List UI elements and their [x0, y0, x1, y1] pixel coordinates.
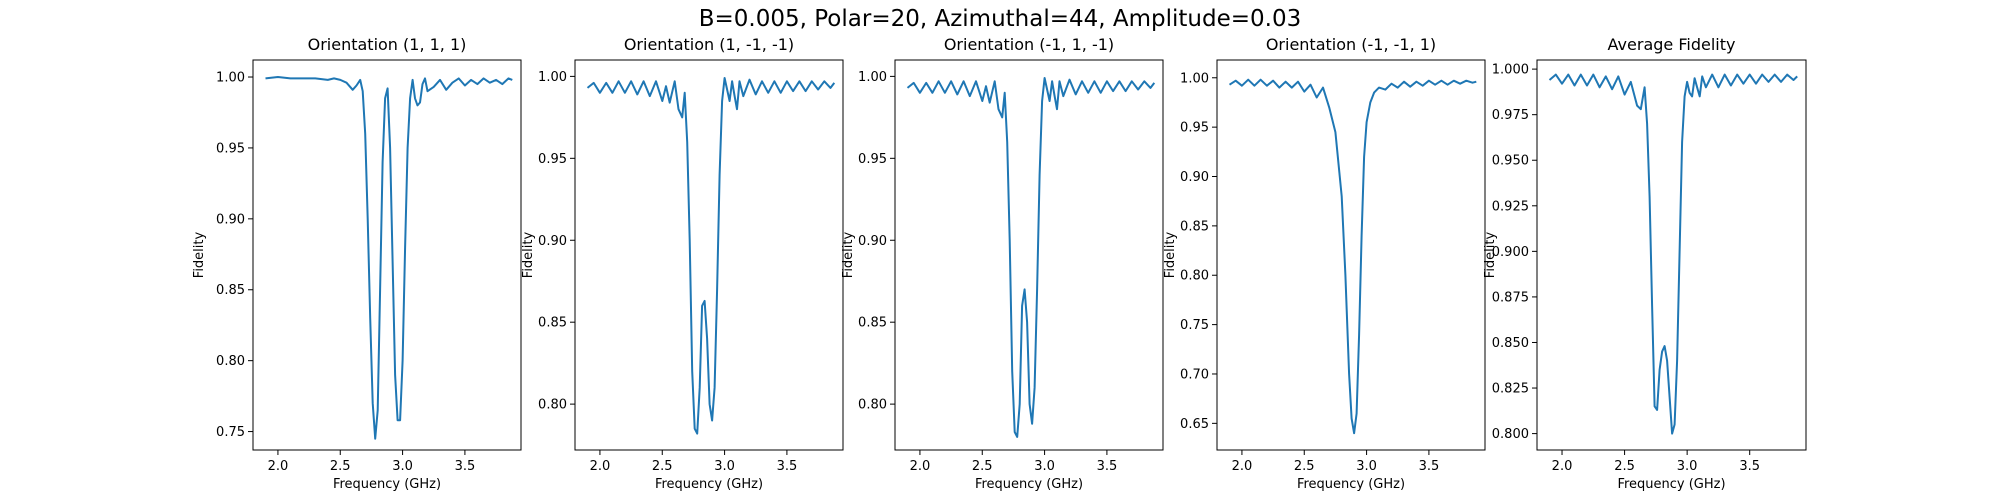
y-axis-label: Fidelity: [841, 231, 856, 278]
y-tick-label: 0.825: [1492, 382, 1529, 397]
y-tick-label: 0.80: [1180, 269, 1209, 284]
fidelity-line: [586, 77, 836, 435]
subplot-title: Orientation (-1, -1, 1): [1266, 35, 1436, 54]
x-axis-label: Frequency (GHz): [1617, 477, 1725, 492]
y-tick-label: 0.90: [1180, 170, 1209, 185]
x-tick-label: 2.0: [268, 459, 289, 474]
x-tick-label: 3.0: [1677, 459, 1698, 474]
y-tick-label: 0.85: [1180, 219, 1209, 234]
x-tick-label: 2.5: [652, 459, 673, 474]
subplot-title: Average Fidelity: [1608, 35, 1736, 54]
x-axis-label: Frequency (GHz): [1297, 477, 1405, 492]
y-tick-label: 0.75: [216, 425, 245, 440]
axes-frame: [1216, 59, 1486, 451]
y-tick-label: 0.80: [858, 398, 887, 413]
x-tick-label: 3.5: [1419, 459, 1440, 474]
y-tick-label: 1.00: [858, 70, 887, 85]
y-tick-label: 1.00: [216, 71, 245, 86]
y-tick-label: 0.65: [1180, 417, 1209, 432]
y-axis-label: Fidelity: [1483, 231, 1498, 278]
x-tick-label: 2.5: [1614, 459, 1635, 474]
y-tick-label: 0.875: [1492, 290, 1529, 305]
x-tick-label: 3.0: [392, 459, 413, 474]
y-tick-label: 0.70: [1180, 367, 1209, 382]
x-tick-label: 2.0: [910, 459, 931, 474]
axes-frame: [1536, 59, 1807, 451]
x-tick-label: 2.5: [972, 459, 993, 474]
y-tick-label: 0.95: [1180, 121, 1209, 136]
y-tick-label: 0.850: [1492, 336, 1529, 351]
fidelity-line: [1228, 78, 1477, 435]
subplot-title: Orientation (1, 1, 1): [308, 35, 467, 54]
fidelity-line: [1548, 73, 1798, 435]
subplot-title: Orientation (1, -1, -1): [624, 35, 794, 54]
axes-frame: [574, 59, 844, 451]
x-tick-label: 3.5: [1739, 459, 1760, 474]
x-tick-label: 3.5: [777, 459, 798, 474]
y-tick-label: 0.900: [1492, 245, 1529, 260]
fidelity-line: [265, 76, 513, 440]
y-tick-label: 0.80: [538, 398, 567, 413]
y-tick-label: 0.85: [538, 316, 567, 331]
y-tick-label: 0.975: [1492, 108, 1529, 123]
y-tick-label: 0.800: [1492, 427, 1529, 442]
x-tick-label: 3.5: [455, 459, 476, 474]
y-axis-label: Fidelity: [1163, 231, 1178, 278]
figure-title: B=0.005, Polar=20, Azimuthal=44, Amplitu…: [698, 6, 1302, 32]
y-tick-label: 0.95: [858, 152, 887, 167]
x-tick-label: 3.0: [1034, 459, 1055, 474]
x-tick-label: 3.0: [1356, 459, 1377, 474]
y-tick-label: 0.75: [1180, 318, 1209, 333]
y-tick-label: 0.95: [216, 141, 245, 156]
x-axis-label: Frequency (GHz): [333, 477, 441, 492]
y-tick-label: 0.950: [1492, 154, 1529, 169]
axes-frame: [894, 59, 1164, 451]
x-tick-label: 2.0: [1232, 459, 1253, 474]
y-tick-label: 1.000: [1492, 63, 1529, 78]
x-tick-label: 3.5: [1097, 459, 1118, 474]
y-tick-label: 0.80: [216, 354, 245, 369]
y-tick-label: 0.90: [216, 212, 245, 227]
y-tick-label: 0.90: [858, 234, 887, 249]
y-tick-label: 0.925: [1492, 199, 1529, 214]
x-axis-label: Frequency (GHz): [975, 477, 1083, 492]
y-tick-label: 1.00: [538, 70, 567, 85]
x-tick-label: 2.0: [590, 459, 611, 474]
y-tick-label: 0.85: [858, 316, 887, 331]
x-axis-label: Frequency (GHz): [655, 477, 763, 492]
subplot-title: Orientation (-1, 1, -1): [944, 35, 1114, 54]
x-tick-label: 2.5: [330, 459, 351, 474]
x-tick-label: 2.0: [1552, 459, 1573, 474]
y-tick-label: 0.90: [538, 234, 567, 249]
y-axis-label: Fidelity: [192, 231, 207, 278]
y-tick-label: 0.85: [216, 283, 245, 298]
x-tick-label: 3.0: [714, 459, 735, 474]
y-tick-label: 0.95: [538, 152, 567, 167]
axes-frame: [252, 59, 522, 451]
y-axis-label: Fidelity: [521, 231, 536, 278]
x-tick-label: 2.5: [1294, 459, 1315, 474]
y-tick-label: 1.00: [1180, 71, 1209, 86]
fidelity-line: [906, 77, 1156, 438]
